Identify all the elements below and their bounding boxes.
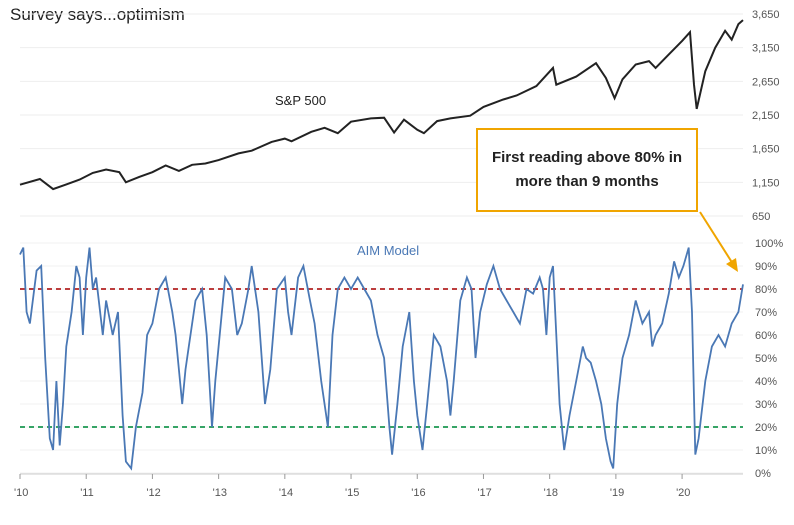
y-tick-bottom: 0% [755,468,771,480]
y-tick-top: 1,650 [752,144,780,156]
x-tick: '10 [14,487,28,499]
annotation-arrow [699,211,734,265]
y-tick-bottom: 40% [755,376,777,388]
series-label-sp500: S&P 500 [275,93,326,108]
x-tick: '13 [213,487,227,499]
annotation-arrow-head [726,258,738,272]
x-tick: '17 [477,487,491,499]
annotation-text: First reading above 80% in more than 9 m… [491,149,683,190]
x-tick: '15 [345,487,359,499]
y-axis-top: 3,650 3,150 2,650 2,150 1,650 1,150 650 [752,9,780,223]
x-tick: '14 [279,487,293,499]
reference-lines [20,288,743,428]
x-tick: '12 [146,487,160,499]
y-tick-top: 1,150 [752,177,780,189]
y-tick-bottom: 80% [755,284,777,296]
y-tick-bottom: 70% [755,307,777,319]
x-tick: '18 [544,487,558,499]
y-axis-bottom: 100% 90% 80% 70% 60% 50% 40% 30% 20% 10% 0% [755,238,783,480]
x-axis: '10 '11 '12 '13 '14 '15 '16 '17 '18 '19 '20 [14,473,743,499]
y-tick-bottom: 60% [755,330,777,342]
y-tick-bottom: 90% [755,261,777,273]
y-tick-top: 3,150 [752,43,780,55]
y-tick-top: 2,650 [752,76,780,88]
series-line-aim-model [19,247,744,471]
y-tick-bottom: 50% [755,353,777,365]
x-tick: '16 [411,487,425,499]
series-label-aim-model: AIM Model [357,243,419,258]
series-line-sp500 [19,19,744,191]
y-tick-bottom: 100% [755,238,783,250]
x-tick: '20 [676,487,690,499]
x-tick: '19 [610,487,624,499]
y-tick-bottom: 20% [755,422,777,434]
y-tick-bottom: 30% [755,399,777,411]
x-tick: '11 [80,487,94,499]
annotation-callout: First reading above 80% in more than 9 m… [476,128,698,212]
y-tick-bottom: 10% [755,445,777,457]
y-tick-top: 650 [752,211,770,223]
y-tick-top: 3,650 [752,9,780,21]
y-tick-top: 2,150 [752,110,780,122]
